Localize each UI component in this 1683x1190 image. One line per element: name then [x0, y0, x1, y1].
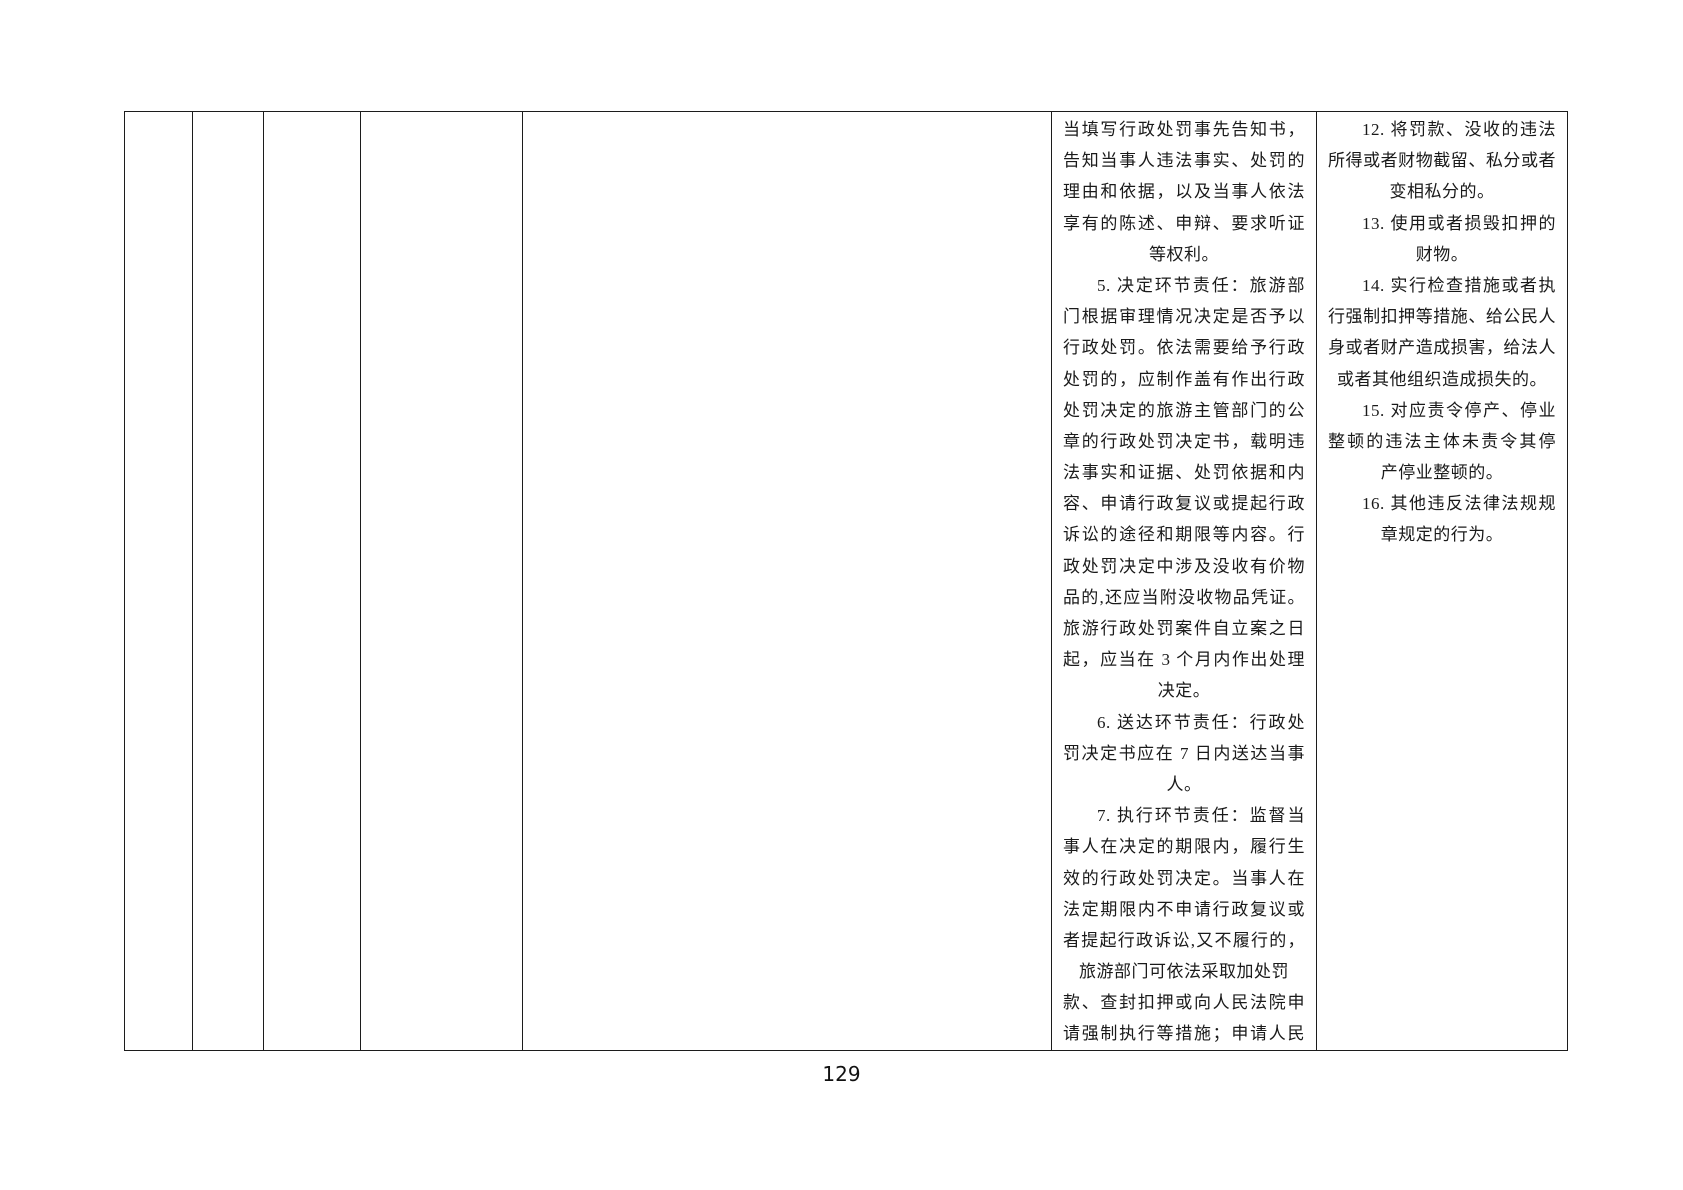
text-line: 所得或者财物截留、私分或者 [1328, 151, 1556, 171]
text-line: 当填写行政处罚事先告知书， [1063, 120, 1305, 139]
text-line: 容、申请行政复议或提起行政 [1063, 494, 1305, 514]
text-line: 身或者财产造成损害，给法人 [1328, 338, 1556, 358]
text-line: 等权利。 [1149, 244, 1219, 264]
text-line: 旅游行政处罚案件自立案之日 [1063, 619, 1305, 638]
text-line: 变相私分的。 [1389, 182, 1495, 202]
empty-cell-3 [264, 112, 361, 1050]
text-line: 诉讼的途径和期限等内容。行 [1063, 525, 1305, 545]
text-line: 6. 送达环节责任：行政处 [1097, 712, 1305, 732]
penalty-procedure-table: 当填写行政处罚事先告知书， 告知当事人违法事实、处罚的 理由和依据，以及当事人依法享… [124, 111, 1568, 1051]
text-line: 旅游部门可依法采取加处罚 [1079, 962, 1289, 982]
text-line: 者提起行政诉讼,又不履行的， [1063, 930, 1305, 950]
text-line: 起，应当在 3 个月内作出处理 [1063, 650, 1305, 670]
text-line: 请强制执行等措施；申请人民 [1063, 1024, 1305, 1044]
text-line: 政处罚决定中涉及没收有价物 [1063, 556, 1305, 576]
empty-cell-4 [361, 112, 523, 1050]
text-line: 行政处罚。依法需要给予行政 [1063, 338, 1305, 358]
text-line: 法事实和证据、处罚依据和内 [1063, 463, 1305, 483]
text-line: 人。 [1166, 774, 1202, 794]
text-line: 7. 执行环节责任：监督当 [1097, 806, 1305, 826]
text-line: 罚决定书应在 7 日内送达当事 [1063, 743, 1305, 763]
empty-cell-1 [125, 112, 193, 1050]
violation-list-cell: 12. 将罚款、没收的违法所得或者财物截留、私分或者 变相私分的。 13. 使用或者… [1317, 112, 1567, 1050]
text-line: 整顿的违法主体未责令其停 [1328, 431, 1556, 451]
text-line: 章的行政处罚决定书，载明违 [1063, 431, 1305, 451]
text-line: 产停业整顿的。 [1380, 463, 1504, 483]
text-line: 款、查封扣押或向人民法院申 [1063, 993, 1305, 1013]
text-line: 门根据审理情况决定是否予以 [1063, 307, 1305, 327]
text-line: 处罚决定的旅游主管部门的公 [1063, 400, 1305, 420]
text-line: 或者其他组织造成损失的。 [1337, 369, 1547, 389]
text-line: 理由和依据，以及当事人依法 [1063, 182, 1305, 202]
text-line: 决定。 [1157, 681, 1211, 701]
process-responsibility-cell: 当填写行政处罚事先告知书， 告知当事人违法事实、处罚的 理由和依据，以及当事人依法享… [1052, 112, 1317, 1050]
text-line: 享有的陈述、申辩、要求听证 [1063, 213, 1305, 233]
text-line: 章规定的行为。 [1380, 525, 1504, 545]
empty-cell-2 [193, 112, 264, 1050]
text-line: 财物。 [1415, 244, 1469, 264]
text-line: 效的行政处罚决定。当事人在 [1063, 868, 1305, 888]
text-line: 行强制扣押等措施、给公民人 [1328, 307, 1556, 327]
page-number: 129 [822, 1062, 861, 1086]
text-line: 事人在决定的期限内，履行生 [1063, 837, 1305, 857]
text-line: 14. 实行检查措施或者执 [1362, 275, 1556, 295]
text-line: 12. 将罚款、没收的违法 [1362, 120, 1556, 139]
text-line: 告知当事人违法事实、处罚的 [1063, 151, 1305, 171]
text-line: 13. 使用或者损毁扣押的 [1362, 213, 1556, 233]
empty-cell-5 [523, 112, 1052, 1050]
text-line: 处罚的，应制作盖有作出行政 [1063, 369, 1305, 389]
text-line: 5. 决定环节责任：旅游部 [1097, 275, 1305, 295]
text-line: 16. 其他违反法律法规规 [1362, 494, 1556, 514]
text-line: 品的,还应当附没收物品凭证。 [1063, 587, 1305, 607]
text-line: 15. 对应责令停产、停业 [1362, 400, 1556, 420]
text-line: 法定期限内不申请行政复议或 [1063, 899, 1305, 919]
